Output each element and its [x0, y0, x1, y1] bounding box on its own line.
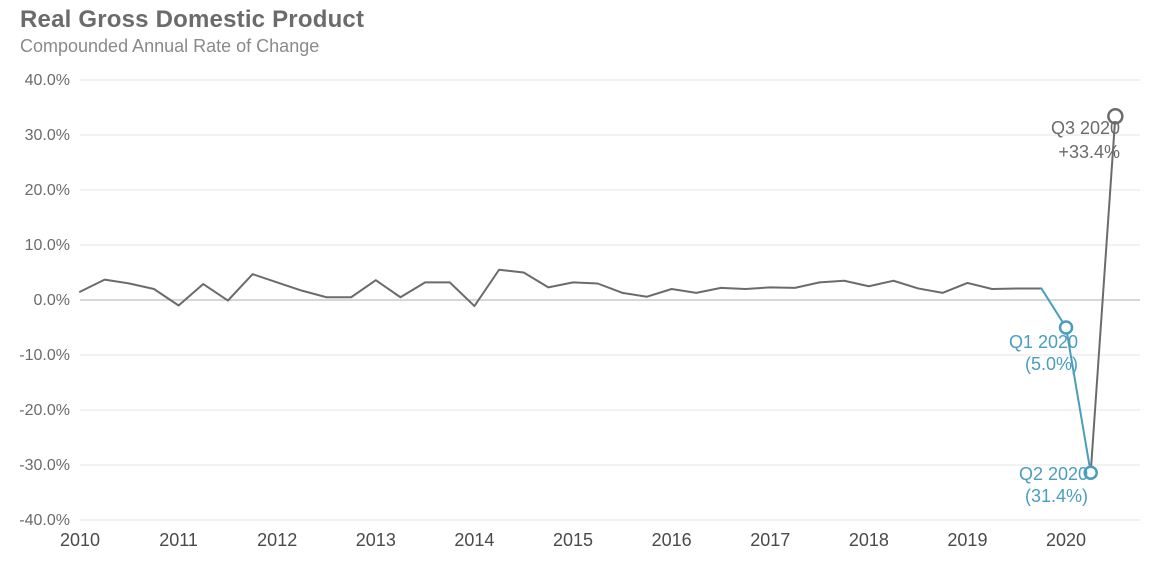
x-tick-label: 2010 [60, 530, 100, 550]
y-tick-label: -40.0% [19, 512, 70, 529]
x-tick-label: 2020 [1046, 530, 1086, 550]
gdp-line-main [80, 270, 1041, 306]
chart-svg: -40.0% -30.0% -20.0% -10.0% 0.0% 10.0% 20.0% 30… [0, 0, 1152, 569]
annotation-value: (5.0%) [1025, 354, 1078, 374]
y-tick-label: 10.0% [25, 237, 70, 254]
x-tick-label: 2018 [849, 530, 889, 550]
y-tick-label: -30.0% [19, 457, 70, 474]
y-tick-label: -10.0% [19, 347, 70, 364]
y-tick-label: -20.0% [19, 402, 70, 419]
y-tick-label: 30.0% [25, 127, 70, 144]
gdp-line-2020-drop [1041, 288, 1090, 472]
annotation-value: (31.4%) [1025, 486, 1088, 506]
x-tick-label: 2019 [947, 530, 987, 550]
annotation-label: Q3 2020 [1051, 118, 1120, 138]
x-tick-label: 2015 [553, 530, 593, 550]
gdp-line-rebound [1091, 116, 1116, 472]
y-tick-label: 0.0% [34, 292, 70, 309]
gdp-chart: Real Gross Domestic Product Compounded A… [0, 0, 1152, 569]
y-tick-label: 20.0% [25, 182, 70, 199]
x-tick-label: 2016 [652, 530, 692, 550]
annotation-label: Q1 2020 [1009, 332, 1078, 352]
x-tick-label: 2012 [257, 530, 297, 550]
annotation-label: Q2 2020 [1019, 464, 1088, 484]
x-tick-label: 2013 [356, 530, 396, 550]
x-tick-label: 2014 [454, 530, 494, 550]
y-tick-label: 40.0% [25, 72, 70, 89]
x-tick-label: 2011 [159, 530, 198, 550]
annotation-value: +33.4% [1058, 142, 1120, 162]
x-tick-label: 2017 [750, 530, 790, 550]
